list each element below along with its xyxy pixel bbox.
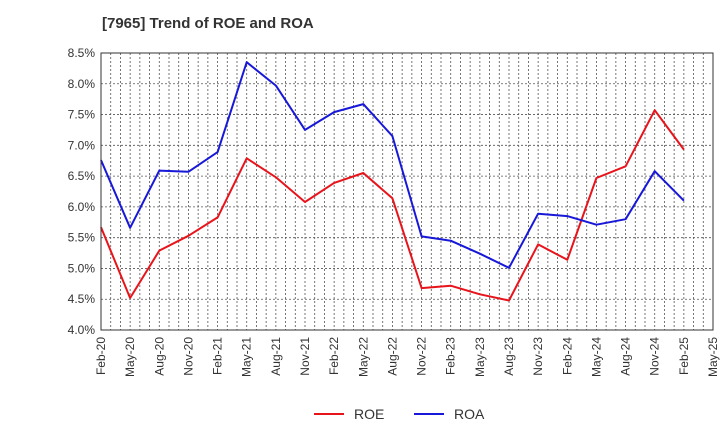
x-axis-ticks: Feb-20 May-20 Aug-20 Nov-20 Feb-21 May-21 Aug-…: [94, 337, 720, 377]
series-line-roa: [100, 61, 685, 269]
x-tick-label: Aug-20: [152, 337, 166, 376]
y-axis-ticks: 4.0% 4.5% 5.0% 5.5% 6.0% 6.5% 7.0% 7.5% 8.0% 8.5%: [68, 46, 96, 337]
x-tick-label: Aug-22: [385, 337, 399, 376]
x-tick-label: Feb-24: [560, 337, 574, 375]
legend-label-roa: ROA: [454, 406, 485, 422]
series-lines: [100, 61, 685, 302]
x-tick-label: Nov-22: [415, 337, 429, 376]
x-tick-label: Nov-20: [181, 337, 195, 376]
x-tick-label: Aug-23: [502, 337, 516, 376]
x-tick-label: Nov-24: [648, 337, 662, 376]
x-tick-label: May-21: [240, 337, 254, 377]
x-tick-label: Nov-21: [298, 337, 312, 376]
x-tick-label: Feb-23: [444, 337, 458, 375]
x-tick-label: Feb-22: [327, 337, 341, 375]
x-tick-label: May-22: [356, 337, 370, 377]
y-tick-label: 5.0%: [68, 261, 96, 275]
y-tick-label: 7.0%: [68, 138, 96, 152]
series-line-roe: [100, 109, 685, 302]
x-tick-label: Aug-24: [619, 337, 633, 376]
x-tick-label: May-20: [123, 337, 137, 377]
y-tick-label: 7.5%: [68, 108, 96, 122]
x-tick-label: May-24: [589, 337, 603, 377]
y-tick-label: 4.5%: [68, 292, 96, 306]
grid-lines: [101, 53, 713, 330]
y-tick-label: 8.0%: [68, 77, 96, 91]
y-tick-label: 6.5%: [68, 169, 96, 183]
y-tick-label: 4.0%: [68, 323, 96, 337]
chart-title: [7965] Trend of ROE and ROA: [102, 15, 314, 32]
x-tick-label: Feb-21: [211, 337, 225, 375]
plot-border: [100, 52, 714, 331]
x-tick-label: Nov-23: [531, 337, 545, 376]
x-tick-label: May-23: [473, 337, 487, 377]
legend: ROE ROA: [314, 406, 485, 422]
y-tick-label: 5.5%: [68, 231, 96, 245]
y-tick-label: 6.0%: [68, 200, 96, 214]
plot-area: [101, 53, 713, 330]
x-tick-label: Aug-21: [269, 337, 283, 376]
x-tick-label: Feb-20: [94, 337, 108, 375]
x-tick-label: May-25: [706, 337, 720, 377]
y-tick-label: 8.5%: [68, 46, 96, 60]
legend-label-roe: ROE: [354, 406, 384, 422]
x-tick-label: Feb-25: [677, 337, 691, 375]
